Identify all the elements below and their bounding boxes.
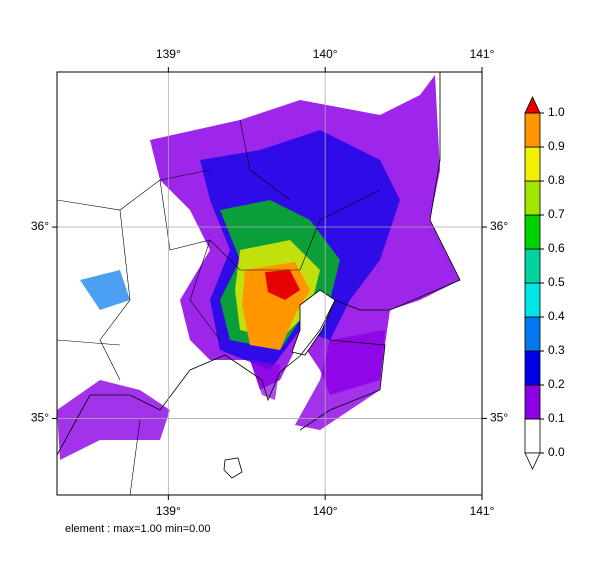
colorbar-label: 0.4 bbox=[548, 309, 565, 323]
colorbar-label: 0.1 bbox=[548, 411, 565, 425]
x-tick-label: 140° bbox=[313, 504, 338, 518]
y-tick-label: 35° bbox=[31, 411, 49, 425]
land-red bbox=[265, 270, 300, 300]
island bbox=[223, 457, 243, 479]
colorbar-under bbox=[524, 452, 541, 470]
y-tick-label: 36° bbox=[31, 219, 49, 233]
land-fuji bbox=[80, 270, 130, 310]
colorbar-segment bbox=[524, 316, 541, 352]
colorbar-segment bbox=[524, 112, 541, 148]
colorbar-segment bbox=[524, 214, 541, 250]
colorbar-label: 0.2 bbox=[548, 377, 565, 391]
prefecture-borders bbox=[57, 119, 381, 495]
x-tick-label: 141° bbox=[470, 504, 495, 518]
colorbar-segment bbox=[524, 180, 541, 216]
colorbar-label: 0.6 bbox=[548, 241, 565, 255]
colorbar-label: 0.5 bbox=[548, 275, 565, 289]
colorbar-label: 0.8 bbox=[548, 173, 565, 187]
izu bbox=[250, 360, 280, 400]
colorbar-segment bbox=[524, 248, 541, 284]
land-west bbox=[57, 380, 170, 460]
colorbar-segment bbox=[524, 146, 541, 182]
colorbar-label: 0.9 bbox=[548, 139, 565, 153]
y-tick-label: 35° bbox=[490, 411, 508, 425]
colorbar-label: 0.3 bbox=[548, 343, 565, 357]
footer-text: element : max=1.00 min=0.00 bbox=[65, 523, 211, 535]
map-frame bbox=[56, 71, 483, 496]
colorbar-label: 1.0 bbox=[548, 105, 565, 119]
coastline bbox=[57, 72, 461, 456]
colorbar-segment bbox=[524, 350, 541, 386]
colorbar-label: 0.7 bbox=[548, 207, 565, 221]
x-tick-label: 139° bbox=[156, 504, 181, 518]
boso bbox=[295, 330, 385, 430]
x-tick-label: 140° bbox=[313, 47, 338, 61]
x-tick-label: 141° bbox=[470, 47, 495, 61]
colorbar-segment bbox=[524, 384, 541, 420]
colorbar-segment bbox=[524, 282, 541, 318]
tokyo-bay bbox=[291, 289, 336, 356]
y-tick-label: 36° bbox=[490, 219, 508, 233]
colorbar-over bbox=[524, 96, 541, 114]
colorbar-label: 0.0 bbox=[548, 445, 565, 459]
x-tick-label: 139° bbox=[156, 47, 181, 61]
map-field bbox=[57, 72, 461, 495]
colorbar-segment bbox=[524, 418, 541, 454]
